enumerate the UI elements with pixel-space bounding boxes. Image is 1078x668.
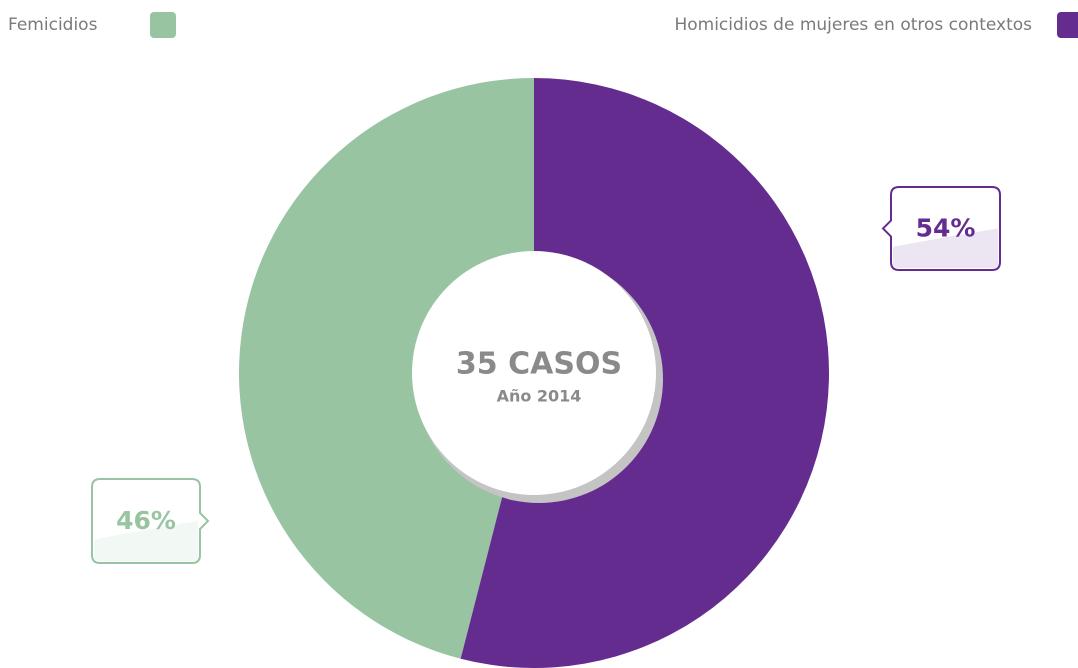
legend-swatch [150,12,176,38]
legend-label: Homicidios de mujeres en otros contextos [674,15,1032,35]
value-label: 46% [116,506,176,535]
callout-box [91,478,210,564]
legend-swatch [1057,12,1078,38]
hole [412,251,656,495]
callout-box [881,186,1001,271]
callout-tint [893,228,998,268]
center-subtitle: Año 2014 [497,387,582,406]
center-title: 35 CASOS [456,347,622,382]
value-label: 54% [916,214,976,243]
pie-slice [238,78,534,659]
callout-tint [94,521,198,561]
legend-label: Femicidios [8,15,98,35]
